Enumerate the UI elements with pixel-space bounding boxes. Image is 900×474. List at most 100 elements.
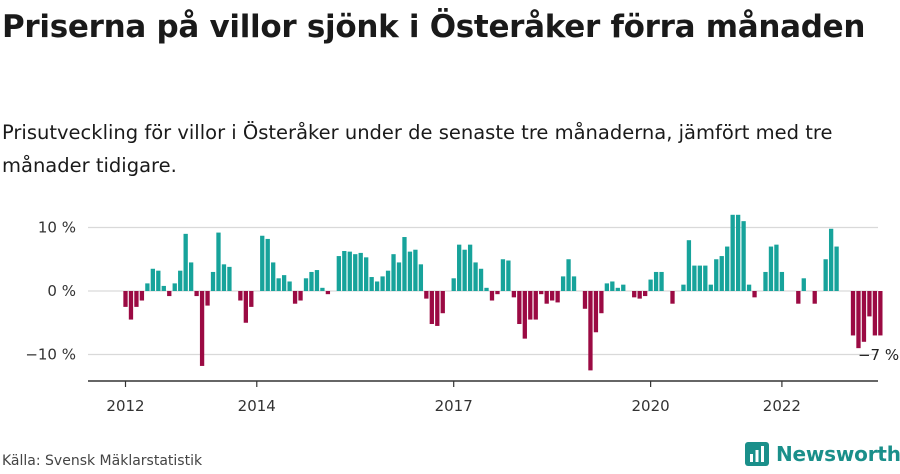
bar: -1 % [632,291,637,298]
bar: 2 % [451,278,456,291]
x-tick-label: 2022 [763,397,801,415]
bar: 3 % [659,271,664,291]
bar: 1 % [621,284,626,291]
bar: 4 % [697,265,702,291]
bar: 1 % [681,284,686,291]
bar: 5 % [714,259,719,291]
bar: 6.3 % [342,251,347,291]
bar: 1.2 % [172,283,177,291]
bar: -9 % [856,291,861,349]
brand-name: Newsworthy [776,442,900,466]
bar-series: -2.5 %-4.5 %-2.5 %-1.5 %1.2 %3.5 %3.2 %0… [123,214,883,371]
bar: 5.5 % [719,256,724,291]
bar: 12 % [735,214,741,291]
bar: 1.5 % [374,281,380,291]
bar: 3 % [763,271,768,291]
bar: 8 % [686,240,692,291]
bar: 3.2 % [156,270,161,291]
y-tick-label: 0 % [47,282,76,300]
bar: 7 % [834,246,839,291]
bar: -1.5 % [298,291,303,301]
bar: 9.2 % [216,232,221,291]
bar: -2.3 % [205,291,210,306]
bar: 12 % [730,214,735,291]
bar: 3.8 % [227,266,232,291]
bar: 0.8 % [161,285,166,291]
bar: -2 % [292,291,298,304]
bar: 5 % [566,259,571,291]
bar: 3.3 % [314,270,320,291]
bar: 1 % [708,284,713,291]
bar: 3.5 % [150,268,155,291]
x-tick-label: 2017 [435,397,473,415]
bar: -2 % [796,291,801,304]
x-tick-label: 2014 [238,397,276,415]
bar: -11.8 % [199,291,205,366]
y-tick-label: 10 % [38,219,76,237]
bar: -12.5 % [588,291,593,371]
bar: -2 % [670,291,675,304]
bar: 1.2 % [145,283,150,291]
bar: -2.5 % [123,291,128,307]
bar: -1 % [752,291,757,298]
bar: -3.5 % [440,291,445,314]
bar: -1 % [511,291,517,298]
bar: 7 % [725,246,730,291]
bar: 3 % [653,271,659,291]
source-note: Källa: Svensk Mäklarstatistik [2,453,203,469]
bar: 5.5 % [336,256,341,291]
bar: 7.3 % [457,244,462,291]
bar: 2.3 % [571,276,577,291]
bar: 4.5 % [271,262,276,291]
bar: 5.3 % [364,257,369,291]
bar: 5.8 % [353,254,358,291]
bar: -0.8 % [643,291,648,297]
bar: 6.2 % [407,251,413,291]
bar: 0.5 % [484,287,489,291]
bar: -1.5 % [489,291,495,301]
last-value-label: −7 % [858,346,899,364]
bar: 7.3 % [467,244,473,291]
bar: -5.2 % [429,291,434,325]
bar: 1.5 % [287,281,292,291]
bar: 1.8 % [648,279,653,291]
bar: 9 % [183,233,188,291]
bar: 11 % [741,221,746,291]
bar: 3 % [779,271,785,291]
bar: 4.2 % [418,264,424,291]
bar: -4.5 % [528,291,533,320]
bar: -2.5 % [134,291,139,307]
axes: 10 % 0 % −10 % 2012 2014 2017 2020 2022 −7 % [25,219,899,416]
bar: -2.8 % [582,291,588,309]
bar: -1.2 % [637,291,642,299]
bar: -6.5 % [593,291,599,333]
bar: 0.5 % [615,287,620,291]
bar: 4.2 % [221,264,227,291]
bar: -1.2 % [424,291,429,299]
bar: 2 % [303,278,309,291]
bar: 6.5 % [413,249,418,291]
bar: 3.2 % [178,270,183,291]
bar: -1.5 % [550,291,555,301]
bar: 4.5 % [396,262,402,291]
bar: -7 % [872,291,878,336]
bar: 9.8 % [828,228,834,291]
bar: 8.2 % [265,238,270,291]
x-tick-label: 2020 [632,397,670,415]
bar: 2 % [276,278,281,291]
bar: -0.8 % [194,291,199,297]
bar: 7.3 % [774,244,779,291]
bar: -1.5 % [139,291,145,301]
bar: 6 % [358,252,363,291]
bar: -3.5 % [599,291,604,314]
bar: 6.2 % [347,251,352,291]
bar: -7.5 % [522,291,527,339]
bar: 1 % [746,284,752,291]
bar: 5 % [500,259,506,291]
bar: 4.5 % [188,262,194,291]
bar: 5.8 % [391,254,396,291]
bar: 0.5 % [320,287,325,291]
bar: 1.2 % [604,283,610,291]
bar: -0.5 % [325,291,331,295]
